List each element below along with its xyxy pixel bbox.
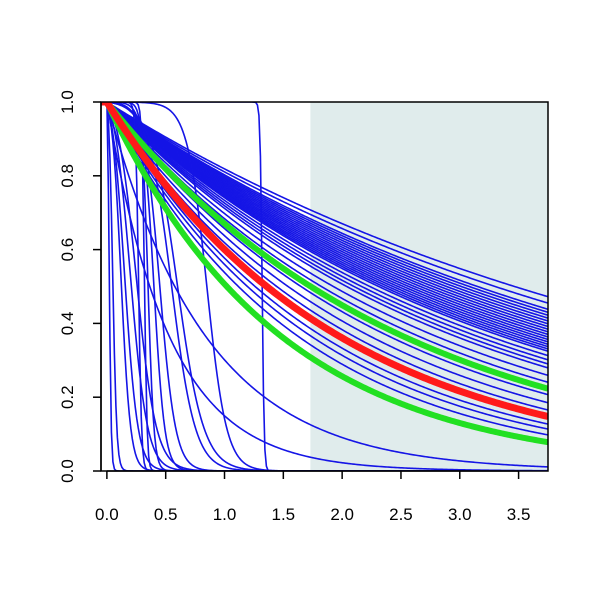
y-tick-label: 0.4	[58, 312, 77, 336]
ensemble-line-20	[101, 102, 548, 361]
ensemble-line-30	[101, 102, 548, 425]
lower-bound-line	[101, 102, 548, 446]
x-tick-label: 2.0	[330, 505, 354, 524]
ensemble-line-27	[101, 102, 548, 404]
y-tick-label: 1.0	[58, 90, 77, 114]
y-tick-label: 0.0	[58, 459, 77, 483]
ensemble-line-0	[101, 102, 548, 298]
ensemble-steep-line-12	[101, 102, 548, 471]
y-axis: 0.0 0.2 0.4 0.6 0.8 1.0	[58, 90, 102, 483]
ensemble-line-32	[101, 102, 548, 436]
ensemble-line-23	[101, 102, 548, 377]
x-tick-label: 0.5	[154, 505, 178, 524]
x-tick-label: 0.0	[95, 505, 119, 524]
ensemble-line-22	[101, 102, 548, 369]
ensemble-steep-line-9	[101, 102, 548, 471]
ensemble-steep-line-10	[101, 102, 548, 471]
ensemble-line-21	[101, 102, 548, 365]
ensemble-line-19	[101, 102, 548, 357]
ensemble-line-31	[101, 102, 548, 430]
x-tick-label: 3.5	[507, 505, 531, 524]
x-tick-label: 1.0	[213, 505, 237, 524]
median-line	[101, 102, 548, 420]
ensemble-line-34	[101, 102, 548, 471]
x-tick-label: 3.0	[448, 505, 472, 524]
x-tick-label: 2.5	[389, 505, 413, 524]
ensemble-steep-line-13	[101, 102, 548, 471]
x-tick-label: 1.5	[272, 505, 296, 524]
plot-area	[101, 102, 548, 471]
ensemble-steep-line-4	[101, 102, 548, 471]
x-axis: 0.0 0.5 1.0 1.5 2.0 2.5 3.0 3.5	[95, 470, 531, 524]
ensemble-line-2	[101, 102, 548, 311]
ensemble-line-1	[101, 102, 548, 304]
series-lines	[101, 102, 548, 471]
y-tick-label: 0.2	[58, 385, 77, 409]
ensemble-line-18	[101, 102, 548, 352]
y-tick-label: 0.8	[58, 164, 77, 188]
ensemble-steep-line-11	[101, 102, 548, 471]
ensemble-line-33	[101, 102, 548, 468]
upper-bound-line	[101, 102, 548, 392]
y-tick-label: 0.6	[58, 238, 77, 262]
